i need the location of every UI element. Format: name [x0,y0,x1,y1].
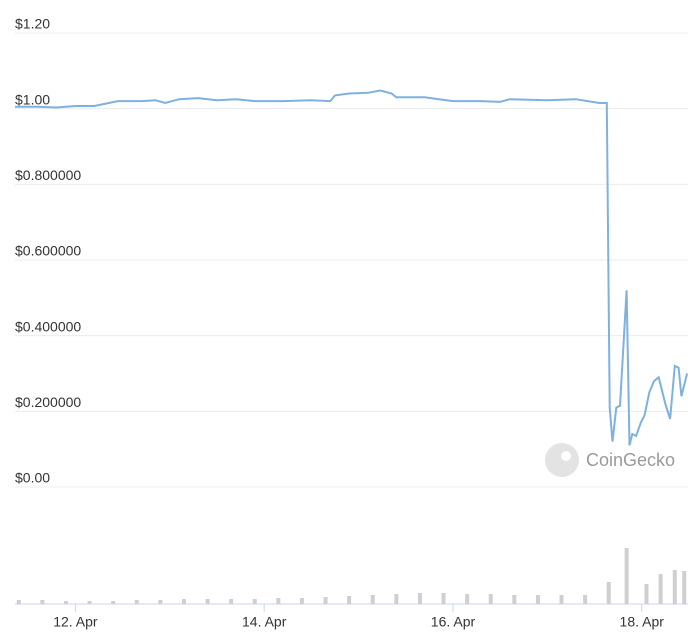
volume-bar [134,600,139,604]
y-tick-label: $1.00 [15,91,50,107]
volume-bar [535,595,540,604]
volume-bar [672,570,677,604]
x-tick-label: 12. Apr [53,614,98,630]
volume-bar [583,595,588,604]
volume-bar [347,596,352,604]
volume-bar [441,593,446,604]
volume-bar [417,593,422,604]
y-tick-label: $0.200000 [15,394,81,410]
x-tick-label: 14. Apr [242,614,287,630]
volume-bar [682,571,687,604]
volume-bar [40,600,45,604]
volume-bar [158,600,163,604]
volume-bar [87,601,92,604]
volume-bar [276,598,281,604]
volume-bar [488,594,493,604]
watermark: CoinGecko [545,443,675,477]
volume-bar [370,595,375,604]
volume-bar [205,599,210,604]
volume-bar [465,594,470,604]
volume-bar [252,599,257,604]
watermark-logo-eye [561,451,571,461]
y-tick-label: $0.800000 [15,167,81,183]
volume-bar [299,598,304,604]
volume-bar [16,600,21,604]
price-line [15,89,689,446]
volume-bar [63,601,68,604]
volume-bar [229,599,234,604]
y-tick-label: $0.600000 [15,243,81,259]
watermark-logo [545,443,579,477]
y-tick-label: $0.00 [15,470,50,486]
volume-bar [606,582,611,604]
volume-bar [181,599,186,604]
volume-bar [658,574,663,604]
plot: $0.00 $0.200000 $0.400000 $0.600000 $0.80000… [15,16,689,630]
y-tick-label: $0.400000 [15,318,81,334]
volume-bar [323,597,328,604]
x-tick-label: 18. Apr [620,614,665,630]
volume-bar [624,548,629,604]
volume-bar [644,584,649,604]
volume-bar [394,594,399,604]
x-tick-label: 16. Apr [431,614,476,630]
watermark-text: CoinGecko [586,450,675,470]
volume-bar [559,595,564,604]
volume-bar [111,601,116,604]
volume-bar [512,595,517,604]
y-tick-label: $1.20 [15,16,50,32]
